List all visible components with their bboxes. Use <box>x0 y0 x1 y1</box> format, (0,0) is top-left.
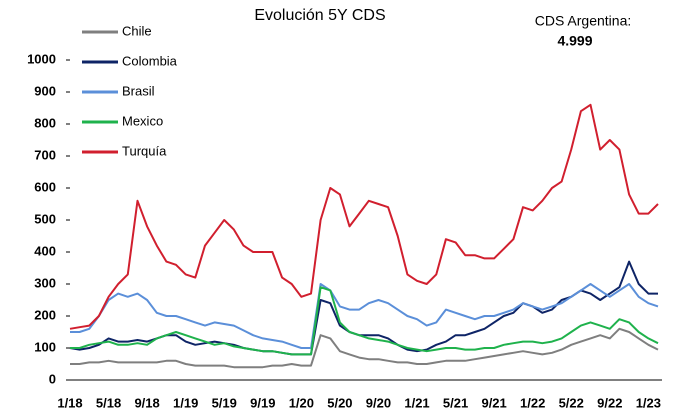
series-line <box>70 327 659 369</box>
x-tick-label: 5/21 <box>443 395 468 410</box>
x-tick-label: 9/18 <box>134 395 159 410</box>
y-tick-label: 300 <box>34 275 56 290</box>
y-tick-label: 800 <box>34 115 56 130</box>
legend-label: Brasil <box>122 83 155 98</box>
y-tick-label: 900 <box>34 83 56 98</box>
y-tick-label: 100 <box>34 339 56 354</box>
legend-label: Colombia <box>122 53 178 68</box>
x-tick-label: 9/22 <box>597 395 622 410</box>
x-tick-label: 9/19 <box>250 395 275 410</box>
series-line <box>69 260 658 356</box>
x-tick-label: 1/22 <box>520 395 545 410</box>
x-tick-label: 9/20 <box>366 395 391 410</box>
x-tick-label: 1/23 <box>636 395 661 410</box>
x-tick-label: 1/19 <box>173 395 198 410</box>
y-tick-label: 600 <box>34 179 56 194</box>
y-tick-label: 500 <box>34 211 56 226</box>
x-tick-label: 5/18 <box>96 395 121 410</box>
x-tick-label: 5/19 <box>212 395 237 410</box>
legend-label: Chile <box>122 23 152 38</box>
x-tick-label: 1/20 <box>289 395 314 410</box>
legend-label: Mexico <box>122 113 163 128</box>
annotation-label: CDS Argentina: <box>535 13 632 29</box>
y-tick-label: 1000 <box>27 51 56 66</box>
y-tick-label: 700 <box>34 147 56 162</box>
legend-label: Turquía <box>122 143 167 158</box>
series-line <box>70 286 659 356</box>
y-tick-label: 400 <box>34 243 56 258</box>
x-tick-label: 9/21 <box>481 395 506 410</box>
x-tick-label: 5/22 <box>559 395 584 410</box>
annotation-value: 4.999 <box>557 33 592 49</box>
x-tick-label: 5/20 <box>327 395 352 410</box>
series-line <box>70 283 659 349</box>
chart-title: Evolución 5Y CDS <box>254 7 385 24</box>
x-tick-label: 1/18 <box>57 395 82 410</box>
y-tick-label: 0 <box>49 371 56 386</box>
series-line <box>69 103 659 330</box>
y-tick-label: 200 <box>34 307 56 322</box>
x-tick-label: 1/21 <box>404 395 429 410</box>
